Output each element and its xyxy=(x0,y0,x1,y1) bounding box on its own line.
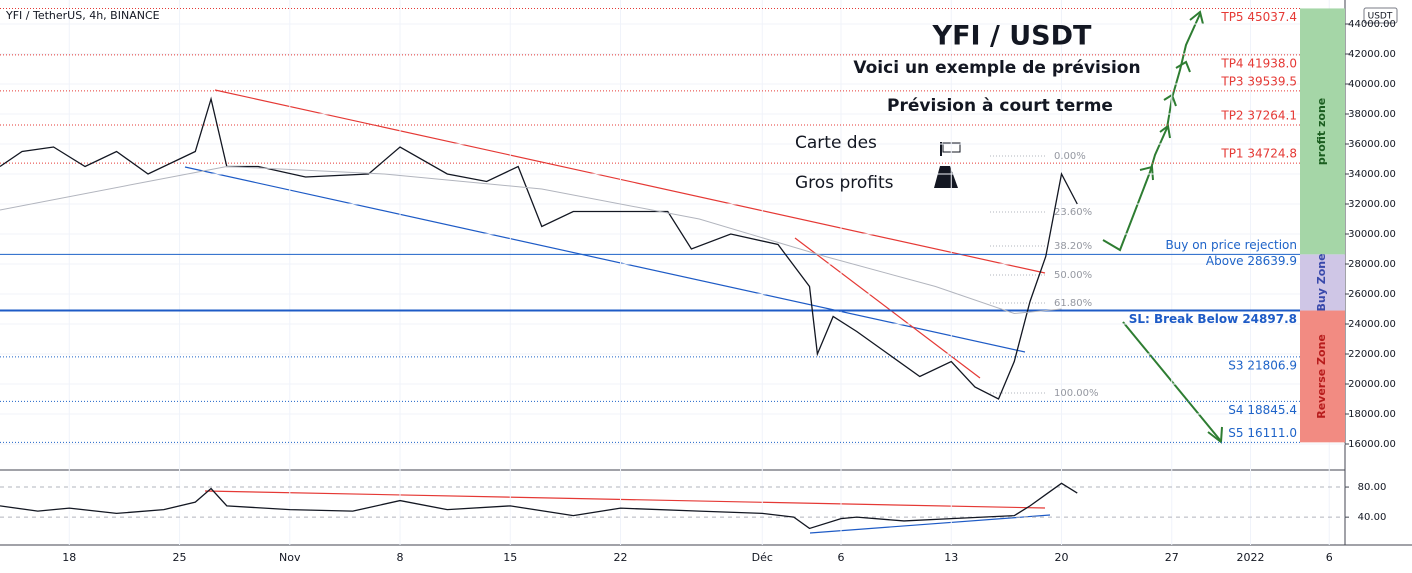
annotation: Prévision à court terme xyxy=(887,96,1113,116)
y-tick-label: 24000.00 xyxy=(1348,319,1396,330)
y-tick-label: 42000.00 xyxy=(1348,49,1396,60)
annotation: Voici un exemple de prévision xyxy=(853,58,1140,78)
level-label: S4 18845.4 xyxy=(1228,403,1297,417)
x-tick-label: Nov xyxy=(279,551,301,564)
fib-label: 23.60% xyxy=(1054,207,1092,218)
y-tick-label: 38000.00 xyxy=(1348,109,1396,120)
y-tick-label: 18000.00 xyxy=(1348,409,1396,420)
forecast-arrow xyxy=(1102,13,1201,252)
price-line xyxy=(0,165,1062,315)
level-label: SL: Break Below 24897.8 xyxy=(1129,312,1297,326)
annotation: Gros profits xyxy=(795,173,894,193)
zone-label: Buy Zone xyxy=(1315,253,1328,311)
y-tick-label: 26000.00 xyxy=(1348,289,1396,300)
x-tick-label: 18 xyxy=(62,551,76,564)
trend-line xyxy=(794,237,981,379)
x-tick-label: 6 xyxy=(838,551,845,564)
y-tick-label: 20000.00 xyxy=(1348,379,1396,390)
x-tick-label: 20 xyxy=(1055,551,1069,564)
road-icon xyxy=(934,166,958,188)
level-label: S5 16111.0 xyxy=(1228,426,1297,440)
zone xyxy=(1300,8,1345,255)
y-tick-label: 32000.00 xyxy=(1348,199,1396,210)
fib-label: 0.00% xyxy=(1054,151,1086,162)
x-tick-label: 27 xyxy=(1165,551,1179,564)
y-tick-label: 34000.00 xyxy=(1348,169,1396,180)
price-line xyxy=(0,482,1078,530)
fib-label: 61.80% xyxy=(1054,298,1092,309)
price-line xyxy=(0,96,1078,400)
y-tick-label: 22000.00 xyxy=(1348,349,1396,360)
x-tick-label: 13 xyxy=(944,551,958,564)
y-tick-label: 40.00 xyxy=(1358,512,1387,523)
level-sublabel: Above 28639.9 xyxy=(1206,254,1297,268)
zone xyxy=(1300,310,1345,443)
y-tick-label: 40000.00 xyxy=(1348,79,1396,90)
x-tick-label: Déc xyxy=(752,551,773,564)
x-tick-label: 25 xyxy=(173,551,187,564)
y-tick-label: 36000.00 xyxy=(1348,139,1396,150)
zone xyxy=(1300,254,1345,311)
x-tick-label: 6 xyxy=(1326,551,1333,564)
flag-icon xyxy=(940,142,942,156)
symbol-title: YFI / TetherUS, 4h, BINANCE xyxy=(5,9,160,22)
zone-label: Reverse Zone xyxy=(1315,334,1328,419)
level-label: TP1 34724.8 xyxy=(1220,147,1297,161)
unit-label: USDT xyxy=(1368,12,1393,22)
fib-label: 100.00% xyxy=(1054,388,1099,399)
x-tick-label: 2022 xyxy=(1237,551,1265,564)
y-tick-label: 30000.00 xyxy=(1348,229,1396,240)
drawings xyxy=(0,0,1345,545)
rsi-trend-line xyxy=(809,514,1051,534)
fib-label: 38.20% xyxy=(1054,241,1092,252)
zone-label: profit zone xyxy=(1315,98,1328,165)
trend-line xyxy=(214,89,1046,274)
level-label: TP4 41938.0 xyxy=(1220,56,1297,70)
y-tick-label: 28000.00 xyxy=(1348,259,1396,270)
level-label: TP2 37264.1 xyxy=(1220,109,1297,123)
fib-label: 50.00% xyxy=(1054,270,1092,281)
level-label: TP5 45037.4 xyxy=(1220,10,1297,24)
x-tick-label: 15 xyxy=(503,551,517,564)
rsi-trend-line xyxy=(204,490,1046,509)
unit-box xyxy=(1363,7,1398,24)
y-tick-label: 16000.00 xyxy=(1348,439,1396,450)
x-tick-label: 8 xyxy=(397,551,404,564)
heading: YFI / USDT xyxy=(932,21,1092,52)
trend-line xyxy=(184,166,1026,353)
level-label: S3 21806.9 xyxy=(1228,358,1297,372)
level-label: TP3 39539.5 xyxy=(1220,74,1297,88)
level-label: Buy on price rejection xyxy=(1165,238,1297,252)
annotation: Carte des xyxy=(795,133,877,153)
y-tick-label: 80.00 xyxy=(1358,482,1387,493)
x-tick-label: 22 xyxy=(614,551,628,564)
y-tick-label: 44000.00 xyxy=(1348,19,1396,30)
